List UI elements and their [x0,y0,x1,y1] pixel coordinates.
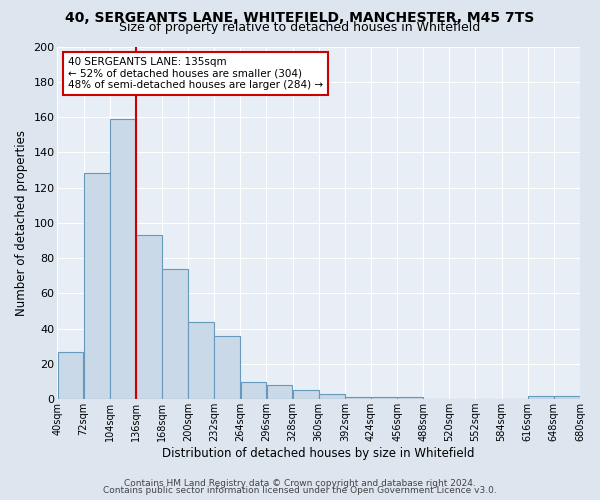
X-axis label: Distribution of detached houses by size in Whitefield: Distribution of detached houses by size … [163,447,475,460]
Bar [84,174,110,399]
Text: Contains HM Land Registry data © Crown copyright and database right 2024.: Contains HM Land Registry data © Crown c… [124,478,476,488]
Bar [241,382,266,399]
Bar [554,396,580,399]
Bar [371,398,397,399]
Bar [162,268,188,399]
Text: Contains public sector information licensed under the Open Government Licence v3: Contains public sector information licen… [103,486,497,495]
Bar [528,396,554,399]
Bar [397,398,423,399]
Y-axis label: Number of detached properties: Number of detached properties [15,130,28,316]
Bar [110,119,136,399]
Text: 40 SERGEANTS LANE: 135sqm
← 52% of detached houses are smaller (304)
48% of semi: 40 SERGEANTS LANE: 135sqm ← 52% of detac… [68,57,323,90]
Bar [214,336,240,399]
Bar [136,235,162,399]
Bar [345,398,371,399]
Bar [188,322,214,399]
Bar [58,352,83,399]
Bar [266,385,292,399]
Bar [319,394,344,399]
Text: 40, SERGEANTS LANE, WHITEFIELD, MANCHESTER, M45 7TS: 40, SERGEANTS LANE, WHITEFIELD, MANCHEST… [65,11,535,25]
Text: Size of property relative to detached houses in Whitefield: Size of property relative to detached ho… [119,21,481,34]
Bar [293,390,319,399]
